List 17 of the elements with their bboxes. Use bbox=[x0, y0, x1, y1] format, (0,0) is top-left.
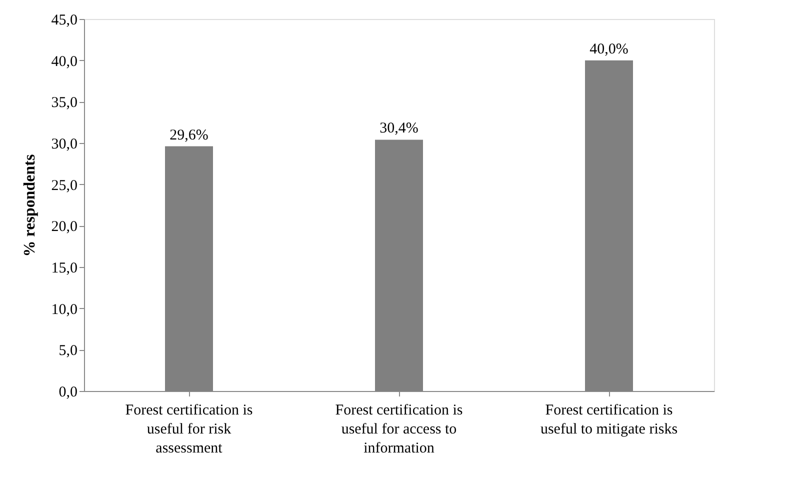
y-tick-label: 20,0 bbox=[51, 219, 78, 236]
x-tick-label: Forest certification is useful for access to information bbox=[335, 402, 463, 456]
y-tick-label: 35,0 bbox=[51, 95, 78, 112]
x-tick-label: Forest certification is useful for risk assessment bbox=[125, 402, 253, 456]
y-tick-label: 25,0 bbox=[51, 178, 78, 194]
y-tick-label: 10,0 bbox=[51, 302, 78, 318]
data-label: 30,4% bbox=[380, 120, 418, 137]
y-tick-label: 0,0 bbox=[58, 384, 78, 400]
y-tick-label: 5,0 bbox=[58, 343, 78, 360]
y-tick-label: 40,0 bbox=[51, 54, 78, 70]
x-tick-label: Forest certification is useful to mitigate risks bbox=[540, 402, 678, 438]
y-axis-title: % respondents bbox=[21, 154, 38, 257]
data-label: 29,6% bbox=[170, 127, 208, 144]
y-tick-label: 15,0 bbox=[51, 260, 78, 276]
y-tick-label: 30,0 bbox=[51, 136, 78, 152]
data-label: 40,0% bbox=[590, 41, 628, 58]
y-tick-label: 45,0 bbox=[51, 12, 78, 28]
